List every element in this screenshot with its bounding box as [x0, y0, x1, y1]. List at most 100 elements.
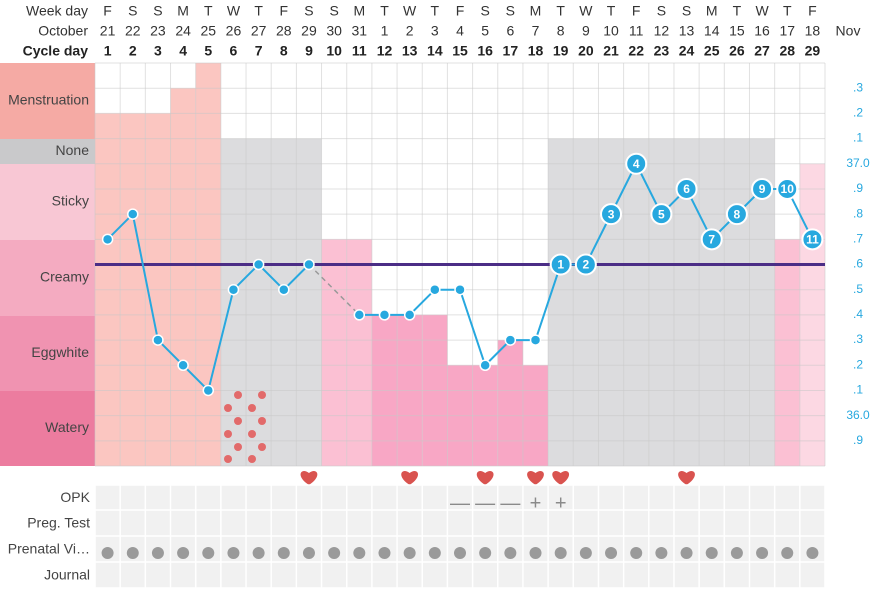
weekday: M [706, 3, 718, 19]
point-label: 10 [781, 182, 795, 196]
y-tick-label: .7 [853, 231, 863, 245]
prenatal-dot [353, 547, 366, 559]
fluid-row-bg [0, 139, 95, 164]
point-label: 2 [583, 258, 590, 272]
prenatal-dot [579, 547, 592, 559]
point-label: 5 [658, 207, 665, 221]
date: 18 [805, 23, 821, 39]
date: 26 [226, 23, 242, 39]
y-tick-label: .8 [853, 206, 863, 220]
spotting-dot [234, 443, 242, 451]
tracking-row-label: Journal [44, 567, 90, 583]
fluid-row-bg [0, 63, 95, 139]
spotting-dot [258, 443, 266, 451]
weekday: W [227, 3, 241, 19]
temperature-point [549, 253, 572, 276]
prenatal-dot [781, 547, 794, 559]
cycle-day: 15 [452, 43, 468, 59]
temperature-point [751, 177, 774, 200]
cycle-day: 28 [779, 43, 795, 59]
cycle-day: 8 [280, 43, 288, 59]
fluid-bar [699, 138, 725, 466]
fluid-row-bg [0, 316, 95, 391]
temperature-point [776, 177, 799, 200]
cycle-day: 18 [528, 43, 544, 59]
point-label: 8 [734, 207, 741, 221]
heart [527, 471, 544, 485]
fluid-bar [497, 340, 523, 466]
date: 13 [679, 23, 695, 39]
date: 28 [276, 23, 292, 39]
cycle-day: 17 [503, 43, 519, 59]
weekday: W [579, 3, 593, 19]
prenatal-dot [302, 547, 315, 559]
cycle-day: 21 [603, 43, 619, 59]
fluid-bar [573, 138, 599, 466]
point-label: 9 [759, 182, 766, 196]
weekday: F [103, 3, 112, 19]
prenatal-dot [730, 547, 743, 559]
cycle-day: 12 [377, 43, 393, 59]
date: 29 [301, 23, 317, 39]
heart [401, 471, 419, 485]
weekday-label: Week day [26, 3, 88, 19]
heart [552, 471, 570, 485]
y-tick-label: .3 [853, 332, 863, 346]
temperature-point [801, 228, 824, 251]
y-tick-label: .9 [853, 433, 863, 447]
fluid-bar [724, 138, 750, 466]
fluid-bar [296, 138, 322, 466]
y-tick-label: .6 [853, 257, 863, 271]
prenatal-dot [151, 547, 164, 559]
temperature-point [529, 334, 542, 346]
temperature-point [725, 203, 748, 226]
prenatal-dot [328, 547, 341, 559]
spotting-dot [248, 404, 256, 412]
fluid-row-label: Watery [45, 419, 89, 435]
temperature-point [625, 152, 648, 175]
cycle-day: 10 [326, 43, 342, 59]
cycle-day: 16 [477, 43, 493, 59]
y-tick-label: 37.0 [846, 156, 870, 170]
temperature-point [675, 177, 698, 200]
date: 14 [704, 23, 720, 39]
date: 21 [100, 23, 116, 39]
temperature-point [353, 309, 366, 321]
fluid-row-label: None [56, 142, 90, 158]
cycle-day: 1 [104, 43, 112, 59]
prenatal-dot [378, 547, 391, 559]
cycle-day: 25 [704, 43, 720, 59]
weekday: F [456, 3, 465, 19]
date: 23 [150, 23, 166, 39]
temperature-point [600, 203, 623, 226]
date: 24 [175, 23, 191, 39]
cycle-day: 23 [654, 43, 670, 59]
spotting-dot [258, 391, 266, 399]
date: 17 [779, 23, 795, 39]
heart [476, 471, 494, 485]
fluid-bar [774, 239, 800, 466]
date: 8 [557, 23, 565, 39]
tracking-row-label: OPK [60, 489, 90, 505]
prenatal-dot [756, 547, 769, 559]
date: 11 [629, 23, 644, 39]
temperature-point [504, 334, 517, 346]
spotting-dot [224, 455, 232, 463]
fluid-bar [623, 138, 649, 466]
point-label: 4 [633, 157, 640, 171]
date: 27 [251, 23, 267, 39]
cycle-day: 13 [402, 43, 418, 59]
fluid-row-bg [0, 164, 95, 240]
date: 1 [381, 23, 389, 39]
date: 10 [603, 23, 619, 39]
cycle-day: 19 [553, 43, 569, 59]
date: 2 [406, 23, 414, 39]
cycle-day: 20 [578, 43, 594, 59]
weekday: S [304, 3, 313, 19]
prenatal-dot [177, 547, 190, 559]
tracking-row-label: Prenatal Vi… [8, 541, 90, 557]
temperature-point [152, 334, 164, 346]
prenatal-dot [252, 547, 265, 559]
month-label: October [38, 23, 88, 39]
